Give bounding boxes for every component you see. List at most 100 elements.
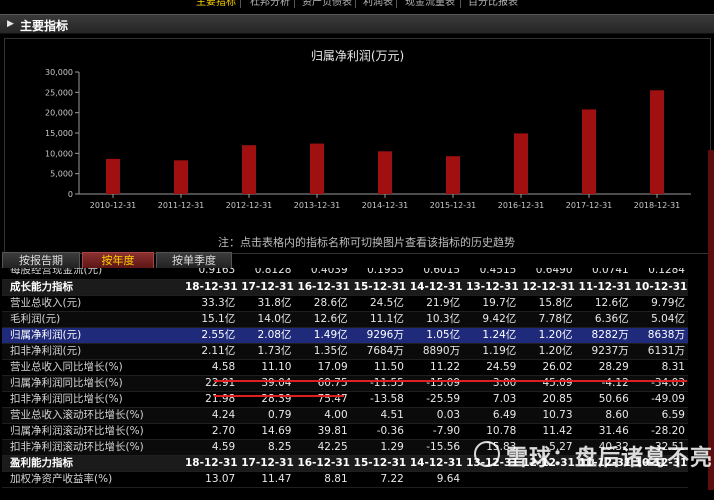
y-tick-label: 30,000	[45, 68, 73, 77]
cell-value: 10.78	[463, 423, 520, 440]
cell-value: 0.4039	[294, 268, 351, 280]
cell-value: 4.24	[182, 407, 239, 424]
table-row[interactable]: 归属净利润滚动环比增长(%) 2.70 14.69 39.81 -0.36 -7.90 10…	[2, 423, 688, 440]
cell-value: -34.03	[631, 375, 688, 392]
cell-value: 21.98	[182, 391, 239, 408]
table-row[interactable]: 毛利润(元) 15.1亿 14.0亿 12.6亿 11.1亿 10.3亿 9.42亿 7.78…	[2, 311, 688, 328]
tab-percent-report[interactable]: 百分比报表	[468, 0, 518, 8]
y-tick-label: 20,000	[45, 109, 73, 118]
cell-value: 12-12-31	[519, 279, 576, 296]
highlight-underline	[214, 380, 687, 382]
table-row[interactable]: 营业总收入(元) 33.3亿 31.8亿 28.6亿 24.5亿 21.9亿 19.7亿 15…	[2, 295, 688, 312]
table-row[interactable]: 每股经营现金流(元) 0.9163 0.8128 0.4039 0.1935 0.6015…	[2, 268, 688, 280]
cell-value: 14.69	[238, 423, 295, 440]
table-row[interactable]: 归属净利润同比增长(%) 22.91 39.04 60.75 -11.55 -15.09 3…	[2, 375, 688, 392]
cell-value: 11.50	[350, 359, 407, 376]
tab-income-statement[interactable]: 利润表	[363, 0, 393, 8]
row-label[interactable]: 营业总收入同比增长(%)	[2, 359, 182, 376]
x-tick-label: 2015-12-31	[430, 201, 477, 210]
cell-value: 11.10	[238, 359, 295, 376]
row-label[interactable]: 每股经营现金流(元)	[2, 268, 182, 280]
table-row[interactable]: 营业总收入滚动环比增长(%) 4.24 0.79 4.00 4.51 0.03 6.49 10…	[2, 407, 688, 424]
tab-by-year[interactable]: 按年度	[82, 252, 154, 268]
cell-value: 0.1935	[350, 268, 407, 280]
cell-value: 10.73	[519, 407, 576, 424]
cell-value: -32.51	[631, 439, 688, 456]
section-header[interactable]: ▶ 主要指标	[0, 14, 714, 34]
cell-value: 1.73亿	[238, 343, 295, 360]
x-tick-label: 2011-12-31	[158, 201, 205, 210]
cell-value: 1.05亿	[406, 327, 464, 344]
cell-value: -13.58	[350, 391, 407, 408]
cell-value: 0.8128	[238, 268, 295, 280]
tab-by-report-period[interactable]: 按报告期	[2, 252, 80, 268]
cell-value: 6.59	[631, 407, 688, 424]
row-label[interactable]: 营业总收入滚动环比增长(%)	[2, 407, 182, 424]
cell-value: 14-12-31	[406, 279, 464, 296]
row-label[interactable]: 加权净资产收益率(%)	[2, 471, 182, 488]
cell-value: 3.00	[463, 375, 520, 392]
cell-value: 1.35亿	[294, 343, 351, 360]
cell-value: 6131万	[631, 343, 688, 360]
cell-value: 50.66	[575, 391, 632, 408]
row-label[interactable]: 扣非净利润滚动环比增长(%)	[2, 439, 182, 456]
chart-title: 归属净利润(万元)	[310, 49, 405, 63]
cell-value: 9.64	[406, 471, 464, 488]
bar	[378, 151, 392, 194]
cell-value: 22.91	[182, 375, 239, 392]
row-label[interactable]: 扣非净利润(元)	[2, 343, 182, 360]
cell-value: 0.1284	[631, 268, 688, 280]
y-tick-label: 15,000	[45, 129, 73, 138]
row-label[interactable]: 归属净利润滚动环比增长(%)	[2, 423, 182, 440]
cell-value: 10-12-31	[631, 279, 688, 296]
x-tick-label: 2014-12-31	[362, 201, 409, 210]
cell-value: 4.58	[182, 359, 239, 376]
cell-value	[463, 471, 520, 488]
cell-value: 13-12-31	[463, 279, 520, 296]
table-row[interactable]: 扣非净利润(元) 2.11亿 1.73亿 1.35亿 7684万 8890万 1.19亿 1.…	[2, 343, 688, 360]
cell-value: 11.42	[519, 423, 576, 440]
cell-value: 31.46	[575, 423, 632, 440]
row-label[interactable]: 归属净利润同比增长(%)	[2, 375, 182, 392]
cell-value: 13.07	[182, 471, 239, 488]
tab-cash-flow[interactable]: 现金流量表	[405, 0, 455, 8]
cell-value: 0.6015	[406, 268, 464, 280]
table-row[interactable]: 加权净资产收益率(%) 13.07 11.47 8.81 7.22 9.64	[2, 471, 688, 488]
xueqiu-logo-icon	[474, 441, 500, 467]
y-tick-label: 10,000	[45, 149, 73, 158]
row-label[interactable]: 扣非净利润同比增长(%)	[2, 391, 182, 408]
cell-value: 12-12-31	[519, 455, 576, 472]
cell-value: 9296万	[350, 327, 407, 344]
cell-value: 4.59	[182, 439, 239, 456]
y-tick-label: 25,000	[45, 88, 73, 97]
cell-value: 28.29	[575, 359, 632, 376]
row-label[interactable]: 毛利润(元)	[2, 311, 182, 328]
cell-value: 7.22	[350, 471, 407, 488]
cell-value: 1.20亿	[519, 343, 576, 360]
table-row[interactable]: 扣非净利润同比增长(%) 21.98 28.39 75.47 -13.58 -25.59 7…	[2, 391, 688, 408]
tab-main-indicators[interactable]: 主要指标	[196, 0, 236, 8]
tab-dupont[interactable]: 杜邦分析	[250, 0, 290, 8]
row-label[interactable]: 归属净利润(元)	[2, 327, 182, 344]
cell-value: 2.55亿	[182, 327, 239, 344]
tab-by-quarter[interactable]: 按单季度	[156, 252, 232, 268]
x-tick-label: 2013-12-31	[294, 201, 341, 210]
cell-value: 8638万	[631, 327, 688, 344]
cell-value: -11.55	[350, 375, 407, 392]
table-row[interactable]: 归属净利润(元) 2.55亿 2.08亿 1.49亿 9296万 1.05亿 1.24亿 1.…	[2, 327, 688, 344]
table-row[interactable]: 营业总收入同比增长(%) 4.58 11.10 17.09 11.50 11.22 24.5…	[2, 359, 688, 376]
row-label[interactable]: 营业总收入(元)	[2, 295, 182, 312]
cell-value: 9.42亿	[463, 311, 520, 328]
y-tick-label: 0	[68, 190, 73, 199]
table-row[interactable]: 扣非净利润滚动环比增长(%) 4.59 8.25 42.25 1.29 -15.56 15.…	[2, 439, 688, 456]
cell-value: -0.36	[350, 423, 407, 440]
expand-arrow-icon[interactable]: ▶	[7, 19, 14, 29]
watermark-text: 雪球：盘后诸葛不亮	[506, 446, 714, 471]
cell-value: 4.51	[350, 407, 407, 424]
tab-balance-sheet[interactable]: 资产负债表	[302, 0, 352, 8]
cell-value: 40.32	[575, 439, 632, 456]
cell-value: -25.59	[406, 391, 464, 408]
cell-value	[575, 471, 632, 488]
bar	[650, 90, 664, 194]
cell-value: 31.8亿	[238, 295, 295, 312]
